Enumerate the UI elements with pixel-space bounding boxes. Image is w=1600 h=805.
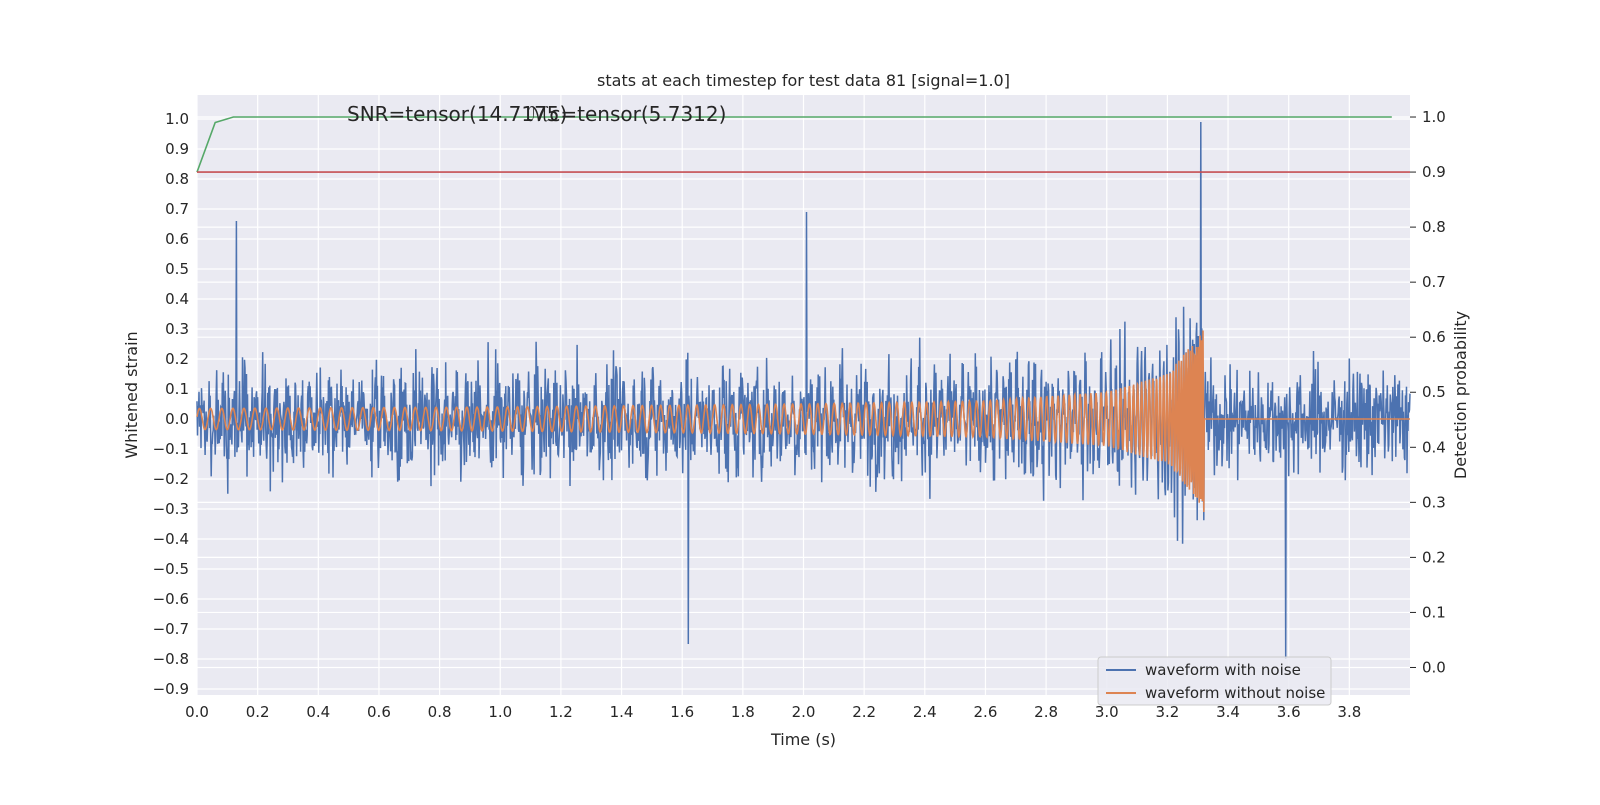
x-tick-label: 1.6 [670,703,694,721]
y-tick-label: 0.3 [165,320,189,338]
x-tick-label: 3.6 [1277,703,1301,721]
x-tick-label: 0.4 [306,703,330,721]
y2-tick-label: 0.5 [1422,383,1446,401]
chirp-mass-annotation: ℳc=tensor(5.7312) [528,102,726,126]
x-tick-label: 0.8 [428,703,452,721]
x-tick-label: 2.4 [913,703,937,721]
y-tick-label: 1.0 [165,110,189,128]
y-tick-label: 0.6 [165,230,189,248]
y2-tick-label: 0.9 [1422,163,1446,181]
x-tick-label: 1.2 [549,703,573,721]
x-tick-label: 0.6 [367,703,391,721]
y-tick-label: 0.2 [165,350,189,368]
y2-axis-label: Detection probability [1451,311,1470,479]
series-waveform-with-noise [196,121,1411,660]
y2-tick-label: 0.7 [1422,273,1446,291]
x-tick-label: 3.8 [1337,703,1361,721]
legend-box [1097,656,1332,706]
y-tick-label: −0.7 [153,620,189,638]
x-axis-label: Time (s) [770,730,836,749]
y-tick-label: 0.7 [165,200,189,218]
legend: waveform with noise waveform without noi… [1097,656,1332,706]
x-tick-label: 0.2 [246,703,270,721]
y-tick-label: −0.8 [153,650,189,668]
x-tick-label: 3.4 [1216,703,1240,721]
y-tick-label: −0.3 [153,500,189,518]
x-tick-label: 1.0 [488,703,512,721]
y2-tick-label: 1.0 [1422,108,1446,126]
y-tick-label: −0.4 [153,530,189,548]
chart-title: stats at each timestep for test data 81 … [597,71,1010,90]
y-tick-label: 0.4 [165,290,189,308]
y-tick-label: −0.2 [153,470,189,488]
y-tick-label: 0.0 [165,410,189,428]
series-waveform-without-noise [196,330,1410,513]
y2-tick-label: 0.8 [1422,218,1446,236]
y2-tick-label: 0.0 [1422,658,1446,676]
y2-tick-label: 0.3 [1422,493,1446,511]
y-tick-label: −0.1 [153,440,189,458]
x-tick-label: 1.8 [731,703,755,721]
y-axis-label: Whitened strain [122,331,141,458]
x-tick-label: 2.8 [1034,703,1058,721]
x-tick-label: 2.0 [792,703,816,721]
y2-tick-label: 0.1 [1422,603,1446,621]
series-layer [196,116,1411,660]
grid-lines [196,95,1410,695]
y-tick-label: 0.1 [165,380,189,398]
y2-tick-label: 0.4 [1422,438,1446,456]
series-detection-probability [196,116,1392,173]
y-tick-label: 0.9 [165,140,189,158]
y-tick-label: 0.8 [165,170,189,188]
y2-tick-label: 0.2 [1422,548,1446,566]
tick-labels: 0.0 0.2 0.4 0.6 0.8 1.0 1.2 1.4 1.6 1.8 2.0 2.2 2.4 2… [153,108,1446,721]
x-tick-label: 0.0 [185,703,209,721]
x-tick-label: 3.0 [1095,703,1119,721]
y-tick-label: −0.9 [153,680,189,698]
legend-label-waveform-without-noise: waveform without noise [1145,684,1325,702]
y-tick-label: −0.5 [153,560,189,578]
y-tick-label: 0.5 [165,260,189,278]
y2-tick-label: 0.6 [1422,328,1446,346]
y-tick-label: −0.6 [153,590,189,608]
x-tick-label: 1.4 [610,703,634,721]
x-tick-label: 2.2 [852,703,876,721]
snr-annotation: SNR=tensor(14.7175) [347,102,567,126]
legend-label-waveform-with-noise: waveform with noise [1145,661,1301,679]
x-tick-label: 3.2 [1155,703,1179,721]
x-tick-label: 2.6 [974,703,998,721]
